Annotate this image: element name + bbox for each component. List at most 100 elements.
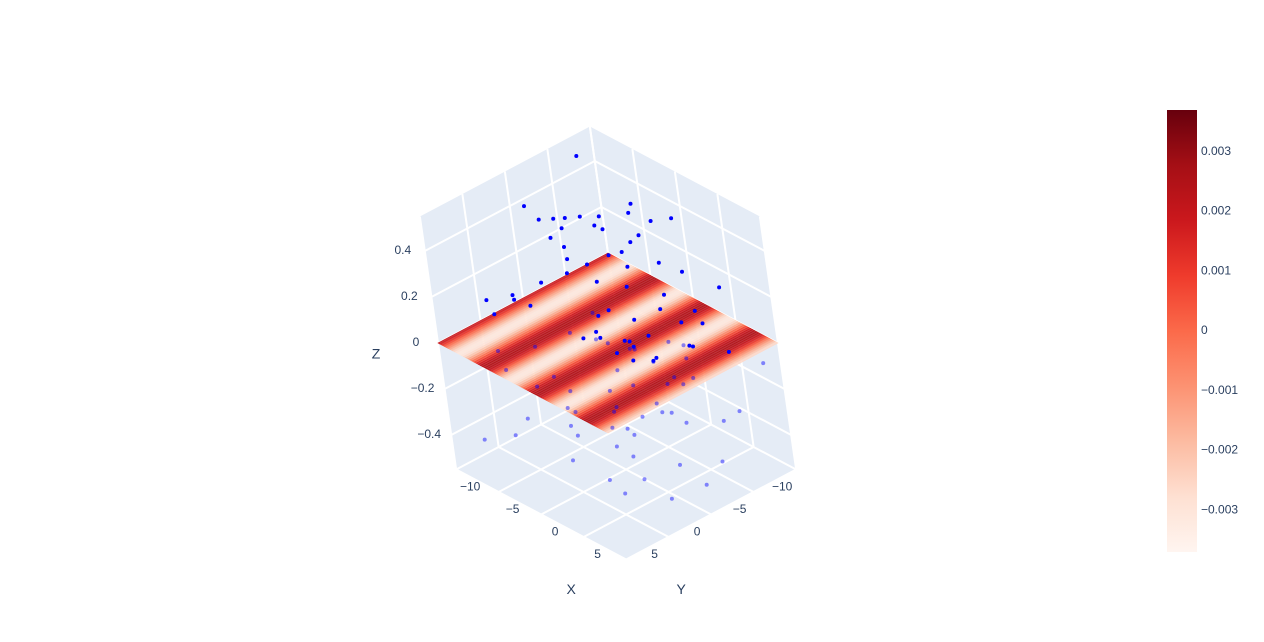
scatter-point[interactable] [654,355,659,360]
scatter-point[interactable] [590,310,595,315]
scatter-point[interactable] [522,204,526,209]
scatter-point[interactable] [692,308,697,313]
scatter-point[interactable] [592,223,597,228]
scatter-point[interactable] [660,410,665,415]
scatter-point[interactable] [607,388,612,393]
scatter-point[interactable] [512,297,517,302]
scatter-point[interactable] [632,432,637,437]
scatter-point[interactable] [684,356,689,361]
scatter-point[interactable] [605,341,610,346]
scatter-point[interactable] [565,257,570,262]
scatter-point[interactable] [598,335,603,340]
scatter-point[interactable] [565,406,570,410]
scatter-point[interactable] [646,333,651,338]
scatter-point[interactable] [607,478,612,482]
scatter-point[interactable] [624,284,629,289]
scatter-point[interactable] [594,279,599,284]
scatter-point[interactable] [627,339,632,344]
scatter-point[interactable] [662,292,666,297]
scatter-point[interactable] [631,454,636,459]
scatter-point[interactable] [615,351,619,356]
scatter-point[interactable] [619,250,624,254]
scatter-point[interactable] [510,293,515,298]
scatter-point[interactable] [681,382,686,387]
scatter-point[interactable] [726,349,731,354]
scatter-point[interactable] [626,210,631,215]
scatter-point[interactable] [761,361,766,366]
scatter-point[interactable] [717,285,722,290]
scatter-point[interactable] [720,459,725,464]
scatter-point[interactable] [721,418,726,423]
scatter-point[interactable] [533,344,538,349]
scatter-point[interactable] [482,437,487,442]
scatter-point[interactable] [585,262,589,267]
scatter-point[interactable] [492,312,497,317]
scatter-point[interactable] [700,321,705,326]
scatter-point[interactable] [704,482,709,487]
scatter-point[interactable] [691,344,695,349]
scatter-point[interactable] [614,444,619,449]
scatter-point[interactable] [569,423,573,428]
scatter-point[interactable] [535,384,540,389]
scatter-point[interactable] [571,458,575,463]
scatter-point[interactable] [632,317,637,322]
scatter-point[interactable] [568,389,573,394]
scatter-point[interactable] [623,491,628,496]
scatter-point[interactable] [669,216,674,221]
scatter-point[interactable] [596,313,601,318]
scatter-point[interactable] [574,154,579,158]
scatter-point[interactable] [573,410,578,414]
scatter-point[interactable] [651,359,656,364]
scatter-point[interactable] [581,336,586,341]
scatter-point[interactable] [669,410,674,415]
scatter-point[interactable] [656,260,661,265]
scatter-point[interactable] [691,376,696,380]
scatter-point[interactable] [596,214,601,219]
scatter-point[interactable] [631,358,636,363]
scatter-point[interactable] [627,346,632,351]
scatter-point[interactable] [496,349,500,353]
scatter-point[interactable] [525,416,530,421]
scatter-point[interactable] [651,358,656,363]
scatter-point[interactable] [628,240,633,245]
scatter-point[interactable] [631,344,636,349]
scatter-point[interactable] [567,330,572,335]
scatter-point[interactable] [681,343,686,348]
scatter-point[interactable] [504,368,509,372]
scatter-point[interactable] [666,339,671,344]
scatter-point[interactable] [600,227,605,232]
scatter-point[interactable] [562,216,567,220]
scatter-point[interactable] [564,271,569,276]
scatter-point[interactable] [628,201,633,206]
scatter-point[interactable] [575,433,580,438]
scatter-point[interactable] [654,401,659,406]
scatter-point[interactable] [562,245,566,249]
scatter-point[interactable] [658,307,663,312]
scatter-point[interactable] [615,368,620,373]
scatter-point[interactable] [610,425,615,430]
scatter-point[interactable] [551,374,556,379]
scatter-point[interactable] [625,264,630,269]
scatter-point[interactable] [539,280,544,285]
scatter-point[interactable] [665,382,670,386]
scatter-point[interactable] [680,269,684,274]
scatter-point[interactable] [606,253,611,258]
scatter-point[interactable] [513,433,518,438]
scatter-point[interactable] [606,308,611,313]
scatter-point[interactable] [594,337,598,342]
scatter-point[interactable] [612,409,617,414]
scatter-point[interactable] [648,219,653,223]
scatter-point[interactable] [669,496,674,501]
scatter-point[interactable] [672,375,677,380]
scatter-point[interactable] [594,329,599,334]
scatter-point[interactable] [631,383,636,388]
scatter-point[interactable] [614,405,619,410]
scatter-point[interactable] [737,409,742,414]
scatter-point[interactable] [636,233,641,238]
scatter-point[interactable] [622,338,627,343]
scatter-point[interactable] [640,414,645,419]
scatter-point[interactable] [642,477,647,482]
scatter-point[interactable] [536,217,541,222]
scatter-point[interactable] [679,320,684,325]
scatter-point[interactable] [577,214,582,219]
